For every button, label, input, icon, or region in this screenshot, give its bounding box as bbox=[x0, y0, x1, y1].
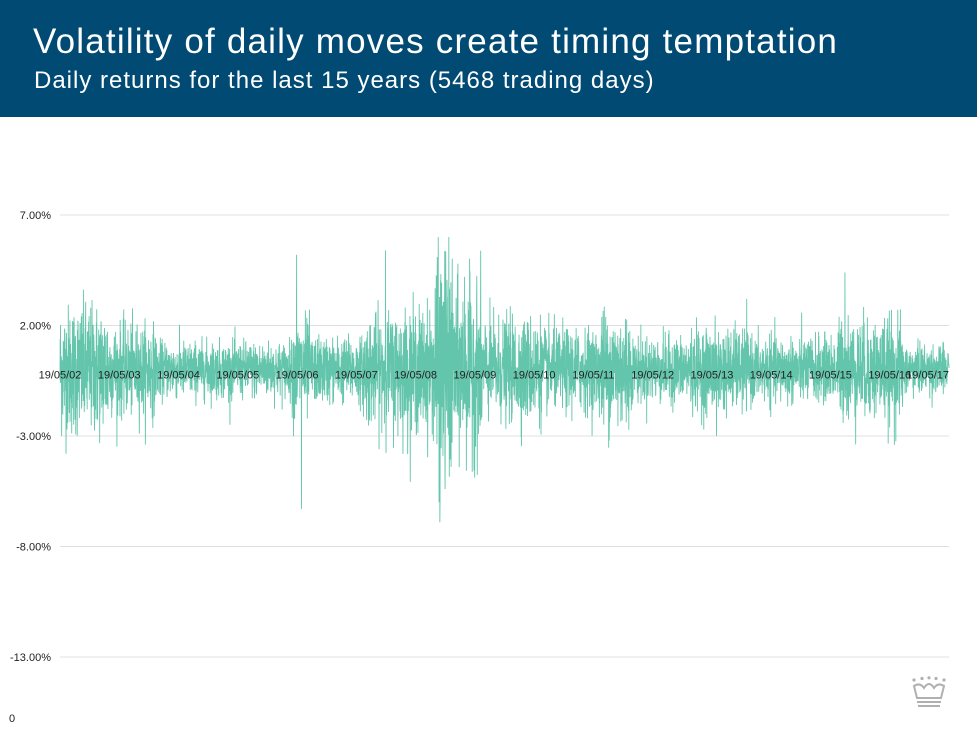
page-number: 0 bbox=[9, 713, 16, 725]
x-tick-label: 19/05/10 bbox=[513, 370, 556, 382]
y-tick-label: -8.00% bbox=[16, 542, 51, 554]
series-layer bbox=[59, 237, 950, 523]
x-tick-label: 19/05/14 bbox=[750, 370, 793, 382]
x-tick-label: 19/05/11 bbox=[572, 370, 614, 382]
header-banner: Volatility of daily moves create timing … bbox=[0, 0, 977, 117]
x-tick-label: 19/05/06 bbox=[276, 370, 319, 382]
y-tick-label: -13.00% bbox=[10, 652, 51, 664]
y-tick-label: 2.00% bbox=[20, 321, 51, 333]
grid-lines bbox=[60, 214, 949, 658]
x-tick-label: 19/05/16 bbox=[868, 370, 911, 382]
y-axis-ticks: 7.00% 2.00% -3.00% -8.00% -13.00% bbox=[10, 210, 51, 664]
x-tick-label: 19/05/12 bbox=[631, 370, 674, 382]
x-axis-ticks: 19/05/02 19/05/03 19/05/04 19/05/05 19/05/06… bbox=[39, 370, 949, 382]
x-tick-label: 19/05/08 bbox=[394, 370, 437, 382]
x-tick-label: 19/05/09 bbox=[453, 370, 496, 382]
series-line bbox=[59, 237, 950, 523]
x-tick-label: 19/05/02 bbox=[39, 370, 82, 382]
x-tick-label: 19/05/04 bbox=[157, 370, 200, 382]
x-tick-label: 19/05/05 bbox=[216, 370, 259, 382]
x-tick-label: 19/05/17 bbox=[906, 370, 949, 382]
x-tick-label: 19/05/07 bbox=[335, 370, 378, 382]
y-tick-label: -3.00% bbox=[16, 431, 51, 443]
crown-icon bbox=[912, 676, 946, 707]
x-tick-label: 19/05/15 bbox=[809, 370, 852, 382]
page-subtitle: Daily returns for the last 15 years (546… bbox=[34, 67, 655, 94]
page-title: Volatility of daily moves create timing … bbox=[33, 22, 839, 61]
x-tick-label: 19/05/03 bbox=[98, 370, 141, 382]
x-tick-label: 19/05/13 bbox=[691, 370, 734, 382]
y-tick-label: 7.00% bbox=[20, 210, 51, 222]
